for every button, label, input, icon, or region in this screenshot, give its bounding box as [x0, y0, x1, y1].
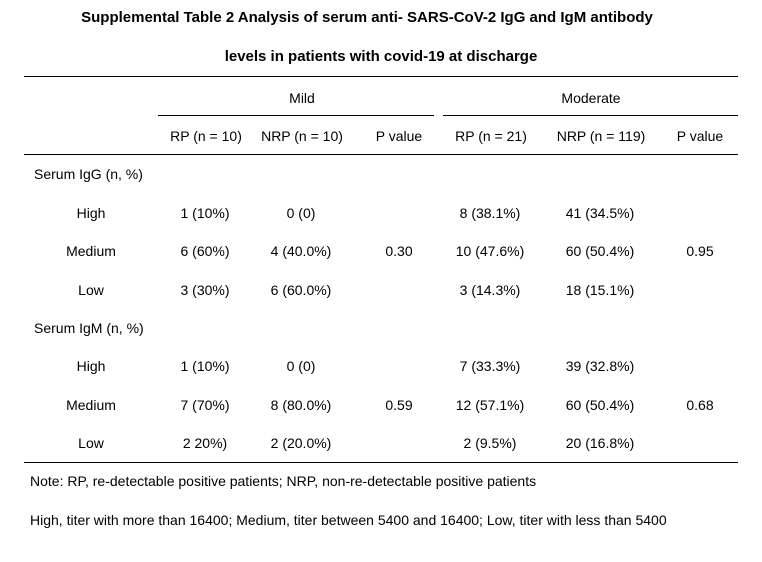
row-level: Medium: [66, 397, 116, 413]
row-level: High: [76, 358, 106, 374]
row-level: Medium: [66, 243, 116, 259]
group-header-mild: Mild: [289, 90, 315, 106]
column-header: RP (n = 10): [170, 128, 242, 144]
cell-mild-p: 0.30: [385, 243, 413, 259]
cell-moderate-nrp: 60 (50.4%): [565, 397, 635, 413]
cell-mild-rp: 1 (10%): [180, 358, 230, 374]
cell-moderate-nrp: 41 (34.5%): [565, 205, 635, 221]
column-header: NRP (n = 119): [556, 128, 646, 144]
cell-mild-rp: 3 (30%): [180, 282, 230, 298]
group-rule-mild: [158, 115, 434, 116]
cell-moderate-nrp: 39 (32.8%): [565, 358, 635, 374]
footnote-abbreviations: Note: RP, re-detectable positive patient…: [30, 473, 537, 489]
cell-moderate-rp: 3 (14.3%): [459, 282, 521, 298]
cell-moderate-p: 0.68: [686, 397, 714, 413]
column-header: P value: [676, 128, 724, 144]
cell-mild-rp: 6 (60%): [180, 243, 230, 259]
row-level: Low: [78, 282, 104, 298]
column-header: NRP (n = 10): [261, 128, 343, 144]
row-level: High: [76, 205, 106, 221]
cell-moderate-nrp: 20 (16.8%): [565, 435, 635, 451]
cell-mild-rp: 7 (70%): [180, 397, 230, 413]
bottom-rule: [24, 462, 738, 463]
cell-mild-nrp: 0 (0): [286, 358, 316, 374]
cell-moderate-nrp: 60 (50.4%): [565, 243, 635, 259]
cell-mild-p: 0.59: [385, 397, 413, 413]
header-rule: [24, 154, 738, 155]
cell-moderate-rp: 8 (38.1%): [459, 205, 521, 221]
row-level: Low: [78, 435, 104, 451]
cell-mild-rp: 1 (10%): [180, 205, 230, 221]
cell-moderate-p: 0.95: [686, 243, 714, 259]
cell-mild-rp: 2 20%): [182, 435, 228, 451]
column-header: P value: [375, 128, 423, 144]
cell-mild-nrp: 0 (0): [286, 205, 316, 221]
top-rule: [24, 76, 738, 77]
table-title-line-1: Supplemental Table 2 Analysis of serum a…: [81, 9, 653, 26]
group-header-moderate: Moderate: [561, 90, 621, 106]
cell-mild-nrp: 4 (40.0%): [270, 243, 332, 259]
cell-mild-nrp: 2 (20.0%): [270, 435, 332, 451]
cell-mild-nrp: 8 (80.0%): [270, 397, 332, 413]
cell-moderate-nrp: 18 (15.1%): [565, 282, 635, 298]
section-label-igg: Serum IgG (n, %): [34, 166, 143, 182]
cell-moderate-rp: 7 (33.3%): [459, 358, 521, 374]
table-title-line-2: levels in patients with covid-19 at disc…: [224, 48, 538, 65]
cell-moderate-rp: 2 (9.5%): [463, 435, 517, 451]
section-label-igm: Serum IgM (n, %): [34, 320, 144, 336]
cell-mild-nrp: 6 (60.0%): [270, 282, 332, 298]
cell-moderate-rp: 10 (47.6%): [455, 243, 525, 259]
footnote-titer-levels: High, titer with more than 16400; Medium…: [30, 512, 667, 528]
group-rule-moderate: [443, 115, 738, 116]
cell-moderate-rp: 12 (57.1%): [455, 397, 525, 413]
column-header: RP (n = 21): [455, 128, 527, 144]
